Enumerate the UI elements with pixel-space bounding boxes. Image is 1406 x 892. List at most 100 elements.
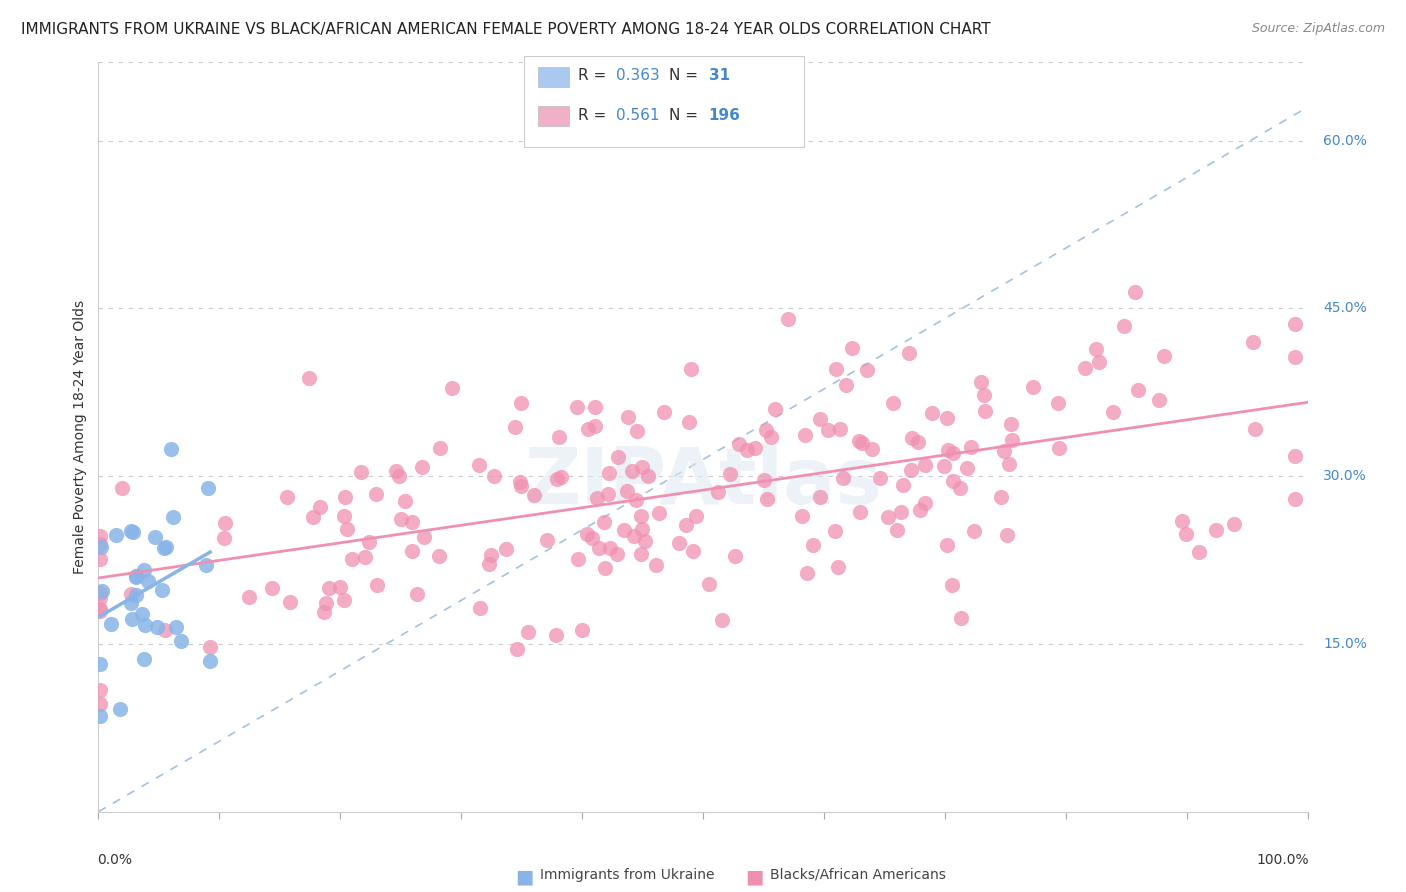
Point <box>824 524 846 539</box>
Point <box>907 434 929 449</box>
Point <box>155 540 177 554</box>
Point <box>950 611 973 625</box>
Point <box>889 505 911 519</box>
Point <box>153 623 176 637</box>
Point <box>711 613 734 627</box>
Point <box>122 524 145 539</box>
Point <box>963 524 986 538</box>
Text: ■: ■ <box>745 868 763 887</box>
Point <box>970 375 993 389</box>
Point <box>401 515 423 529</box>
Point <box>1088 355 1111 369</box>
Point <box>90 584 112 599</box>
Point <box>841 341 863 355</box>
Y-axis label: Female Poverty Among 18-24 Year Olds: Female Poverty Among 18-24 Year Olds <box>73 300 87 574</box>
Point <box>613 524 636 538</box>
Text: N =: N = <box>669 69 703 83</box>
Point <box>567 400 589 414</box>
Point <box>89 698 111 712</box>
Point <box>621 464 644 478</box>
Point <box>89 657 111 671</box>
Point <box>960 441 983 455</box>
Point <box>652 405 675 419</box>
Point <box>333 491 356 505</box>
Point <box>336 522 359 536</box>
Point <box>756 491 779 506</box>
Point <box>801 538 824 552</box>
Point <box>935 411 957 425</box>
Point <box>593 561 616 575</box>
Point <box>1243 421 1265 435</box>
Point <box>851 436 873 450</box>
Text: 15.0%: 15.0% <box>1323 637 1367 651</box>
Point <box>100 617 122 632</box>
Point <box>835 378 858 392</box>
Point <box>108 702 131 716</box>
Point <box>329 580 352 594</box>
Point <box>89 537 111 551</box>
Point <box>755 423 778 437</box>
Point <box>429 549 451 563</box>
Point <box>685 509 707 524</box>
Point <box>1102 405 1125 419</box>
Point <box>503 420 526 434</box>
Point <box>882 396 904 410</box>
Point <box>832 471 855 485</box>
Point <box>89 591 111 605</box>
Point <box>478 557 501 571</box>
Text: ZIPAtlas: ZIPAtlas <box>524 444 882 520</box>
Point <box>1001 434 1024 448</box>
Point <box>298 370 321 384</box>
Point <box>617 409 640 424</box>
Point <box>914 496 936 510</box>
Point <box>523 488 546 502</box>
Point <box>637 469 659 483</box>
Point <box>1123 285 1146 300</box>
Point <box>468 458 491 472</box>
Point <box>406 587 429 601</box>
Point <box>794 428 817 442</box>
Text: Blacks/African Americans: Blacks/African Americans <box>769 868 945 882</box>
Text: 30.0%: 30.0% <box>1323 469 1367 483</box>
Point <box>599 541 621 556</box>
Point <box>796 566 818 580</box>
Text: ■: ■ <box>516 868 534 887</box>
Point <box>495 542 517 557</box>
Text: 0.0%: 0.0% <box>97 853 132 867</box>
Point <box>624 493 647 508</box>
Point <box>754 473 776 487</box>
Point <box>214 516 236 531</box>
Point <box>623 528 645 542</box>
Point <box>1284 492 1306 507</box>
Point <box>856 363 879 377</box>
Text: 60.0%: 60.0% <box>1323 134 1367 148</box>
Point <box>509 475 531 490</box>
Point <box>718 467 741 482</box>
Point <box>301 509 323 524</box>
Point <box>1085 343 1108 357</box>
Point <box>1174 527 1197 541</box>
Point <box>588 541 610 555</box>
Point <box>993 443 1015 458</box>
Point <box>366 578 388 592</box>
Point <box>935 538 957 552</box>
Point <box>942 474 965 488</box>
Point <box>388 469 411 483</box>
Point <box>349 465 371 479</box>
Point <box>727 436 749 450</box>
Point <box>411 460 433 475</box>
Point <box>634 534 657 549</box>
Point <box>353 549 375 564</box>
Point <box>808 491 831 505</box>
Point <box>956 460 979 475</box>
Point <box>675 518 697 533</box>
Point <box>891 478 914 492</box>
Point <box>309 500 332 514</box>
Point <box>626 425 648 439</box>
Point <box>808 412 831 426</box>
Point <box>120 596 142 610</box>
Point <box>668 536 690 550</box>
Point <box>482 469 505 483</box>
Point <box>389 512 412 526</box>
Text: R =: R = <box>578 69 612 83</box>
